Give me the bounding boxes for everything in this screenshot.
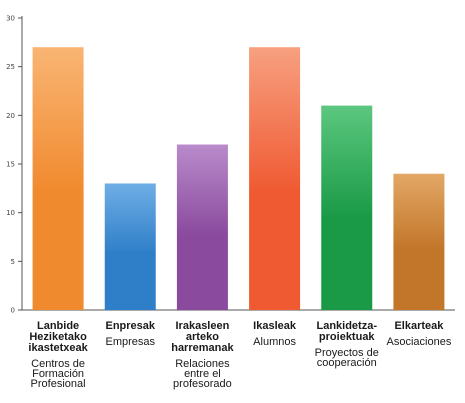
bar bbox=[176, 144, 228, 310]
category-label-basque: Lanbide bbox=[37, 320, 79, 332]
category-label-basque: ikastetxeak bbox=[28, 342, 88, 354]
y-tick-label: 0 bbox=[11, 307, 15, 315]
category-label-spanish: cooperación bbox=[317, 357, 377, 369]
category-label-basque: Irakasleen bbox=[176, 320, 230, 332]
bar bbox=[104, 183, 156, 310]
category-label-spanish: Profesional bbox=[31, 378, 86, 390]
category-label-spanish: profesorado bbox=[173, 378, 232, 390]
category-label-basque: harremanak bbox=[171, 342, 234, 354]
bar bbox=[249, 47, 301, 310]
category-label-spanish: Centros de bbox=[31, 358, 85, 370]
bar bbox=[393, 173, 445, 310]
category-label-basque: Elkarteak bbox=[394, 320, 444, 332]
y-tick-label: 10 bbox=[6, 209, 15, 217]
y-tick-label: 20 bbox=[6, 112, 15, 120]
category-label-spanish: entre el bbox=[184, 368, 221, 380]
category-label-spanish: Asociaciones bbox=[387, 336, 452, 348]
y-tick-label: 25 bbox=[6, 63, 15, 71]
category-label-basque: Lankidetza- bbox=[316, 320, 377, 332]
y-tick-label: 5 bbox=[11, 258, 15, 266]
category-label-spanish: Proyectos de bbox=[315, 347, 379, 359]
bar bbox=[321, 105, 373, 310]
category-label-basque: proiektuak bbox=[319, 331, 376, 343]
category-label-basque: Heziketako bbox=[29, 331, 87, 343]
category-label-spanish: Alumnos bbox=[253, 336, 296, 348]
axes: 0 5 10 15 20 25 30 bbox=[6, 15, 455, 315]
bar bbox=[32, 47, 84, 310]
category-label-basque: Ikasleak bbox=[253, 320, 297, 332]
category-label-basque: Enpresak bbox=[105, 320, 155, 332]
category-label-basque: arteko bbox=[186, 331, 219, 343]
y-tick-label: 30 bbox=[6, 15, 15, 23]
category-label-spanish: Empresas bbox=[105, 336, 155, 348]
y-tick-label: 15 bbox=[6, 161, 15, 169]
bars bbox=[32, 47, 445, 310]
category-label-spanish: Relaciones bbox=[175, 358, 230, 370]
category-label-spanish: Formación bbox=[32, 368, 84, 380]
